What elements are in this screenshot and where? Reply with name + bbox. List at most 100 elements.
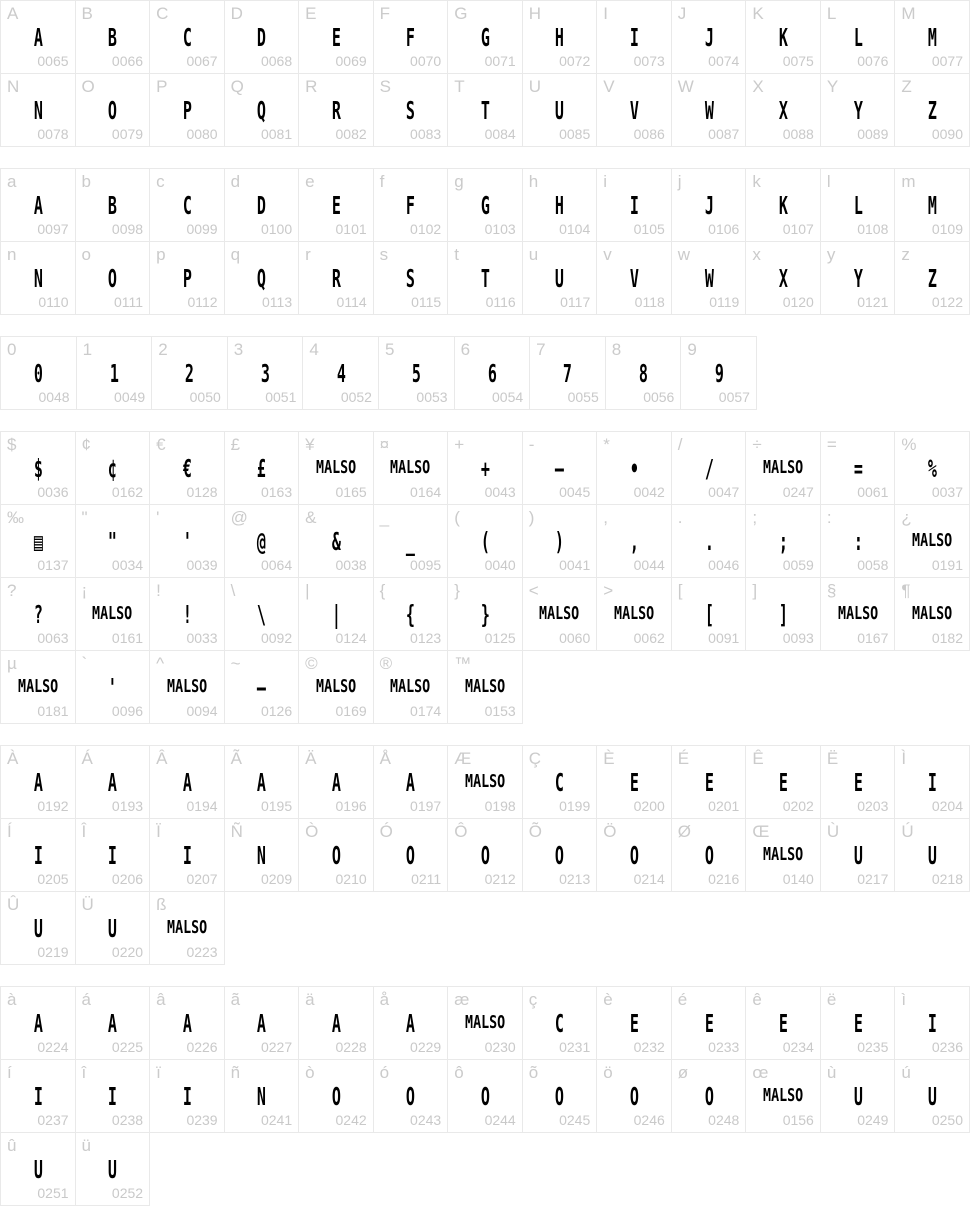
char-code: 0052 (340, 389, 372, 405)
glyph-box: E (299, 20, 373, 54)
char-code: 0113 (262, 294, 293, 310)
glyph-box: E (299, 188, 373, 222)
glyph-box: 8 (606, 356, 681, 390)
char-code: 0199 (559, 798, 591, 814)
char-cell-0041: )) 0041 (521, 504, 598, 578)
glyph: [ (704, 599, 713, 629)
char-code: 0039 (186, 557, 218, 573)
glyph: P (182, 95, 192, 125)
glyph-box: I (150, 838, 224, 872)
char-label: g (454, 172, 464, 191)
char-code: 0106 (708, 221, 740, 237)
char-label: ò (305, 1063, 315, 1082)
char-code: 0096 (111, 703, 144, 719)
char-cell-0224: à A 0224 (0, 986, 76, 1060)
char-code: 0249 (857, 1112, 889, 1128)
char-code: 0193 (111, 798, 144, 814)
char-code: 0095 (410, 557, 442, 573)
glyph: O (480, 840, 490, 870)
char-cell-0062: > MALSO 0062 (596, 577, 672, 651)
char-code: 0048 (38, 389, 70, 405)
char-label: Í (7, 822, 12, 841)
char-code: 0088 (782, 126, 814, 142)
char-cell-0230: æ MALSO 0230 (447, 986, 523, 1060)
char-label: K (752, 4, 764, 23)
missing-glyph-fallback: MALSO (390, 676, 431, 697)
char-label: Û (7, 895, 20, 914)
char-cell-0085: U U 0085 (521, 73, 598, 147)
glyph-box: E (597, 1006, 671, 1040)
glyph: N (33, 263, 43, 293)
char-cell-0061: = = 0061 (819, 431, 896, 505)
char-code: 0078 (37, 126, 69, 142)
glyph: E (629, 1008, 639, 1038)
glyph-box: G (448, 188, 522, 222)
char-cell-0051: 3 3 0051 (226, 336, 304, 410)
glyph: ) (555, 526, 564, 556)
glyph-box: W (672, 261, 746, 295)
glyph-box: / (672, 451, 746, 485)
char-label: € (156, 435, 166, 454)
glyph-box: O (299, 1079, 373, 1113)
glyph: E (704, 767, 713, 797)
char-code: 0102 (410, 221, 442, 237)
glyph-box: O (523, 1079, 597, 1113)
char-code: 0038 (335, 557, 367, 573)
char-code: 0246 (633, 1112, 665, 1128)
glyph-box: MALSO (150, 911, 224, 945)
glyph-box: 9 (681, 356, 756, 390)
char-code: 0060 (559, 630, 591, 646)
glyph-box: U (895, 1079, 969, 1113)
char-label: Ó (379, 822, 393, 841)
char-row: µ MALSO 0181 ` ' 0096 ^ MALSO 0094 ~ –0126 © MALSO 01… (0, 650, 970, 724)
char-row: n N 0110 o O 0111 p P 0112 q Q 0113 r R 0114 s S 0115 t T 01… (0, 241, 970, 315)
glyph: } (480, 599, 490, 629)
char-label: ! (156, 581, 161, 600)
glyph: | (331, 599, 341, 629)
char-code: 0216 (708, 871, 740, 887)
char-code: 0063 (37, 630, 69, 646)
char-cell-0046: .. 0046 (670, 504, 747, 578)
char-label: ? (7, 581, 17, 600)
char-label: û (7, 1136, 17, 1155)
glyph-box: A (299, 765, 373, 799)
char-cell-0055: 7 7 0055 (529, 336, 606, 410)
char-cell-0203: Ë E 0203 (819, 745, 896, 819)
glyph: G (480, 190, 490, 220)
char-cell-0036: $ $0036 (0, 431, 76, 505)
missing-glyph-fallback: MALSO (390, 457, 431, 478)
glyph-box: A (76, 765, 150, 799)
glyph: K (778, 22, 788, 52)
char-cell-0225: á A 0225 (74, 986, 151, 1060)
glyph-box: = (821, 451, 895, 485)
char-label: Á (81, 749, 93, 768)
glyph-box: MALSO (746, 451, 820, 485)
char-label: õ (528, 1063, 539, 1082)
glyph-box: ) (523, 524, 597, 558)
glyph: 6 (487, 358, 497, 388)
char-code: 0089 (857, 126, 889, 142)
glyph-box: B (76, 20, 150, 54)
char-cell-0070: F F 0070 (372, 0, 449, 74)
char-cell-0169: © MALSO 0169 (298, 650, 374, 724)
glyph-box: MALSO (150, 670, 224, 704)
glyph-box: V (597, 261, 671, 295)
glyph-box: I (76, 838, 150, 872)
glyph-box: E (821, 765, 895, 799)
glyph: ▤ (33, 526, 43, 556)
char-code: 0234 (782, 1039, 814, 1055)
glyph-box: U (895, 838, 969, 872)
char-cell-0217: Ù U 0217 (819, 818, 896, 892)
glyph: O (704, 1081, 713, 1111)
char-cell-0037: %% 0037 (894, 431, 970, 505)
glyph-box: C (523, 1006, 597, 1040)
glyph-box: @ (225, 524, 299, 558)
missing-glyph-fallback: MALSO (166, 917, 207, 938)
glyph-box: MALSO (821, 597, 895, 631)
char-label: e (305, 172, 315, 191)
char-cell-0057: 9 9 0057 (680, 336, 757, 410)
char-cell-0033: !! 0033 (149, 577, 225, 651)
glyph-box: MALSO (597, 597, 671, 631)
glyph: B (108, 190, 117, 220)
